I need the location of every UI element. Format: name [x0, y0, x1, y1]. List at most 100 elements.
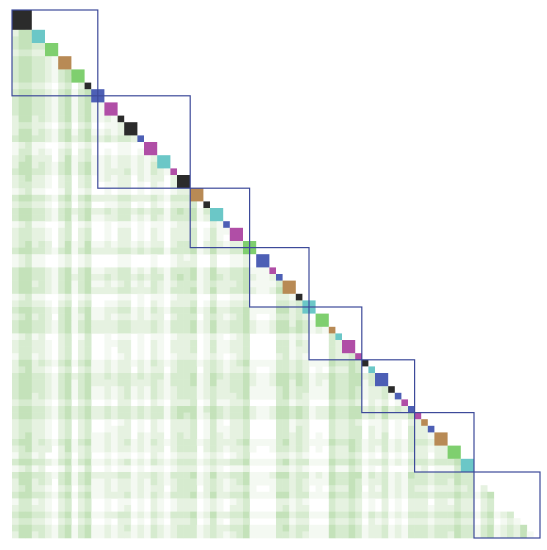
matrix-cell	[25, 241, 33, 248]
matrix-cell	[163, 458, 171, 466]
matrix-cell	[203, 505, 211, 512]
matrix-cell	[368, 419, 376, 427]
matrix-cell	[210, 511, 217, 519]
matrix-cell	[190, 373, 198, 380]
matrix-cell	[190, 267, 198, 275]
matrix-cell	[137, 307, 145, 314]
lower-triangle-cells	[12, 16, 534, 539]
matrix-cell	[124, 445, 132, 453]
matrix-cell	[203, 518, 211, 526]
matrix-cell	[163, 524, 171, 532]
matrix-cell	[144, 392, 151, 400]
matrix-cell	[25, 465, 33, 473]
matrix-cell	[111, 392, 118, 400]
matrix-cell	[210, 221, 217, 229]
matrix-cell	[342, 425, 349, 433]
matrix-cell	[104, 359, 112, 367]
matrix-cell	[111, 128, 118, 136]
matrix-cell	[84, 458, 92, 466]
matrix-cell	[25, 95, 33, 103]
matrix-cell	[421, 524, 429, 532]
matrix-cell	[31, 373, 39, 380]
matrix-cell	[282, 432, 290, 440]
matrix-cell	[124, 188, 132, 196]
matrix-cell	[104, 531, 112, 539]
matrix-cell	[38, 472, 46, 479]
matrix-cell	[196, 472, 204, 479]
matrix-cell	[137, 313, 145, 321]
matrix-cell	[64, 135, 72, 143]
matrix-cell	[487, 524, 495, 532]
matrix-cell	[170, 208, 178, 215]
matrix-cell	[150, 485, 158, 493]
matrix-cell	[328, 346, 336, 354]
matrix-cell	[401, 439, 409, 446]
matrix-cell	[97, 478, 105, 486]
matrix-cell	[58, 201, 66, 209]
matrix-cell	[421, 445, 429, 453]
matrix-cell	[427, 439, 435, 446]
matrix-cell	[25, 155, 33, 163]
matrix-cell	[170, 267, 178, 275]
matrix-cell	[111, 340, 118, 347]
matrix-cell	[18, 247, 26, 255]
matrix-cell	[216, 505, 224, 512]
matrix-cell	[157, 353, 165, 361]
matrix-cell	[183, 194, 191, 202]
matrix-cell	[157, 175, 165, 182]
matrix-cell	[170, 379, 178, 387]
matrix-cell	[196, 359, 204, 367]
matrix-cell	[144, 313, 151, 321]
matrix-cell	[328, 333, 336, 341]
matrix-cell	[203, 392, 211, 400]
matrix-cell	[256, 472, 264, 479]
matrix-cell	[229, 320, 237, 328]
matrix-cell	[31, 518, 39, 526]
matrix-cell	[302, 359, 310, 367]
matrix-cell	[394, 531, 402, 539]
matrix-cell	[130, 168, 138, 176]
matrix-cell	[78, 168, 85, 176]
matrix-cell	[150, 221, 158, 229]
matrix-cell	[31, 386, 39, 394]
matrix-cell	[104, 208, 112, 215]
matrix-cell	[467, 524, 475, 532]
matrix-cell	[124, 406, 132, 413]
matrix-cell	[91, 274, 99, 281]
matrix-cell	[84, 175, 92, 182]
matrix-cell	[487, 498, 495, 506]
matrix-cell	[58, 227, 66, 235]
matrix-cell	[150, 241, 158, 248]
matrix-cell	[236, 280, 244, 288]
matrix-cell	[12, 260, 19, 268]
matrix-cell	[223, 379, 231, 387]
matrix-cell	[157, 267, 165, 275]
matrix-cell	[58, 425, 66, 433]
matrix-cell	[71, 115, 79, 123]
matrix-cell	[31, 49, 39, 57]
matrix-cell	[130, 280, 138, 288]
matrix-cell	[236, 524, 244, 532]
matrix-cell	[441, 465, 448, 473]
matrix-cell	[38, 505, 46, 512]
matrix-cell	[190, 412, 198, 420]
matrix-cell	[38, 478, 46, 486]
diagonal-block	[368, 366, 375, 373]
matrix-cell	[467, 511, 475, 519]
matrix-cell	[25, 359, 33, 367]
matrix-cell	[361, 406, 369, 413]
matrix-cell	[447, 511, 455, 519]
matrix-cell	[388, 392, 396, 400]
matrix-cell	[183, 399, 191, 407]
matrix-cell	[45, 524, 52, 532]
matrix-cell	[78, 373, 85, 380]
matrix-cell	[64, 386, 72, 394]
matrix-cell	[117, 505, 125, 512]
matrix-cell	[223, 478, 231, 486]
matrix-cell	[229, 300, 237, 308]
matrix-cell	[460, 498, 468, 506]
matrix-cell	[84, 452, 92, 460]
matrix-cell	[91, 307, 99, 314]
matrix-cell	[104, 366, 112, 374]
matrix-cell	[269, 359, 277, 367]
